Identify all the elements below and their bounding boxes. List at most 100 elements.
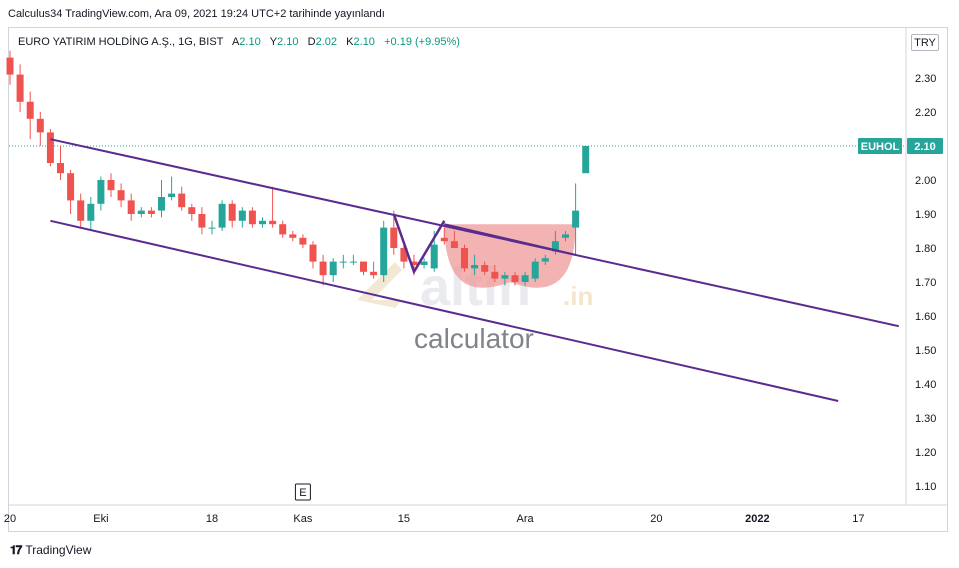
candle-body <box>259 220 266 225</box>
candle <box>370 261 378 279</box>
candle <box>531 258 539 282</box>
x-tick-label: 20 <box>4 513 16 525</box>
candle <box>481 261 489 276</box>
price-tag <box>907 138 943 154</box>
candle-body <box>87 203 95 221</box>
currency-button[interactable]: TRY <box>911 34 939 51</box>
candle <box>178 186 186 211</box>
y-tick-label: 1.70 <box>915 277 936 289</box>
candle-body <box>420 261 428 265</box>
candle <box>541 254 549 265</box>
candle <box>26 91 34 140</box>
candle <box>67 169 75 214</box>
candle <box>339 254 347 269</box>
x-tick-label: Eki <box>93 513 108 525</box>
y-tick-label: 1.30 <box>915 413 936 425</box>
candle <box>521 271 529 286</box>
candle-body <box>582 146 590 174</box>
candle <box>6 50 14 85</box>
candle-body <box>370 271 378 276</box>
legend-open-value: 2.10 <box>239 36 261 48</box>
candle <box>259 217 266 228</box>
candle-body <box>218 203 226 228</box>
candle <box>450 231 458 248</box>
candle-body <box>168 193 176 197</box>
x-tick-label: 20 <box>650 513 662 525</box>
tradingview-brand: TradingView <box>25 543 92 557</box>
symbol-tag-label: EUHOL <box>861 141 900 153</box>
legend-close-value: 2.10 <box>353 36 375 48</box>
candle-body <box>471 265 479 269</box>
x-tick-label: 15 <box>398 513 410 525</box>
earnings-marker[interactable]: E <box>294 483 311 501</box>
legend-open-label: A <box>231 36 240 48</box>
last-price-badge[interactable]: EUHOL 2.10 <box>858 138 943 154</box>
candle <box>461 244 468 272</box>
candle-body <box>67 173 75 201</box>
candle <box>46 129 54 167</box>
candle-body <box>117 190 125 201</box>
candle <box>309 241 317 269</box>
candle <box>511 271 519 286</box>
tradingview-logo-icon: 𝟏𝟕 <box>10 543 22 557</box>
candle <box>147 207 155 218</box>
candle-body <box>46 132 54 163</box>
candle-body <box>541 258 549 262</box>
candle-body <box>430 244 438 269</box>
candle-body <box>299 237 307 245</box>
y-tick-label: 1.20 <box>915 447 936 459</box>
y-tick-label: 1.50 <box>915 345 936 357</box>
watermark-logo-icon <box>357 262 402 308</box>
candle-body <box>269 220 277 225</box>
candle-body <box>319 261 327 276</box>
legend-symbol[interactable]: EURO YATIRIM HOLDİNG A.Ş., 1G, BIST <box>18 36 224 48</box>
candle-body <box>238 210 246 221</box>
candle-body <box>390 227 398 248</box>
candle-body <box>572 210 580 228</box>
candle <box>289 231 297 242</box>
candle <box>562 231 569 242</box>
y-tick-label: 1.10 <box>915 481 936 493</box>
candle <box>248 207 256 228</box>
candle-body <box>339 261 347 263</box>
y-tick-label: 1.80 <box>915 243 936 255</box>
candle-body <box>360 261 367 272</box>
candle-body <box>198 214 206 228</box>
tradingview-footer[interactable]: 𝟏𝟕 TradingView <box>10 543 91 558</box>
candle-body <box>450 241 458 248</box>
candle <box>228 200 236 228</box>
candle-body <box>531 261 539 279</box>
candle <box>501 271 509 286</box>
w-pattern-line <box>392 213 446 275</box>
candle <box>491 265 499 282</box>
candle <box>16 64 24 112</box>
candle-body <box>562 234 569 238</box>
candle <box>77 193 85 228</box>
candle <box>117 183 125 208</box>
candle-body <box>178 193 186 208</box>
candle-body <box>36 118 44 133</box>
candle-body <box>127 200 135 214</box>
candle-body <box>26 101 34 119</box>
candle-body <box>309 244 317 262</box>
earnings-marker-box <box>294 483 311 501</box>
candle-body <box>289 234 297 238</box>
candle-body <box>521 275 529 282</box>
candle <box>440 227 448 245</box>
cup-pattern-shape <box>444 224 576 288</box>
chart-frame <box>8 27 948 532</box>
candle-body <box>147 210 155 214</box>
channel-middle-line <box>444 223 576 256</box>
candle <box>360 261 367 276</box>
candle <box>420 258 428 269</box>
candle <box>349 254 357 265</box>
y-tick-label: 2.30 <box>915 73 936 85</box>
candle-body <box>158 197 165 211</box>
candle <box>36 112 44 146</box>
candle-body <box>551 241 559 252</box>
candle-body <box>329 261 337 276</box>
candle-body <box>491 271 499 279</box>
x-tick-label: Kas <box>293 513 312 525</box>
legend-high-label: Y <box>269 36 278 48</box>
